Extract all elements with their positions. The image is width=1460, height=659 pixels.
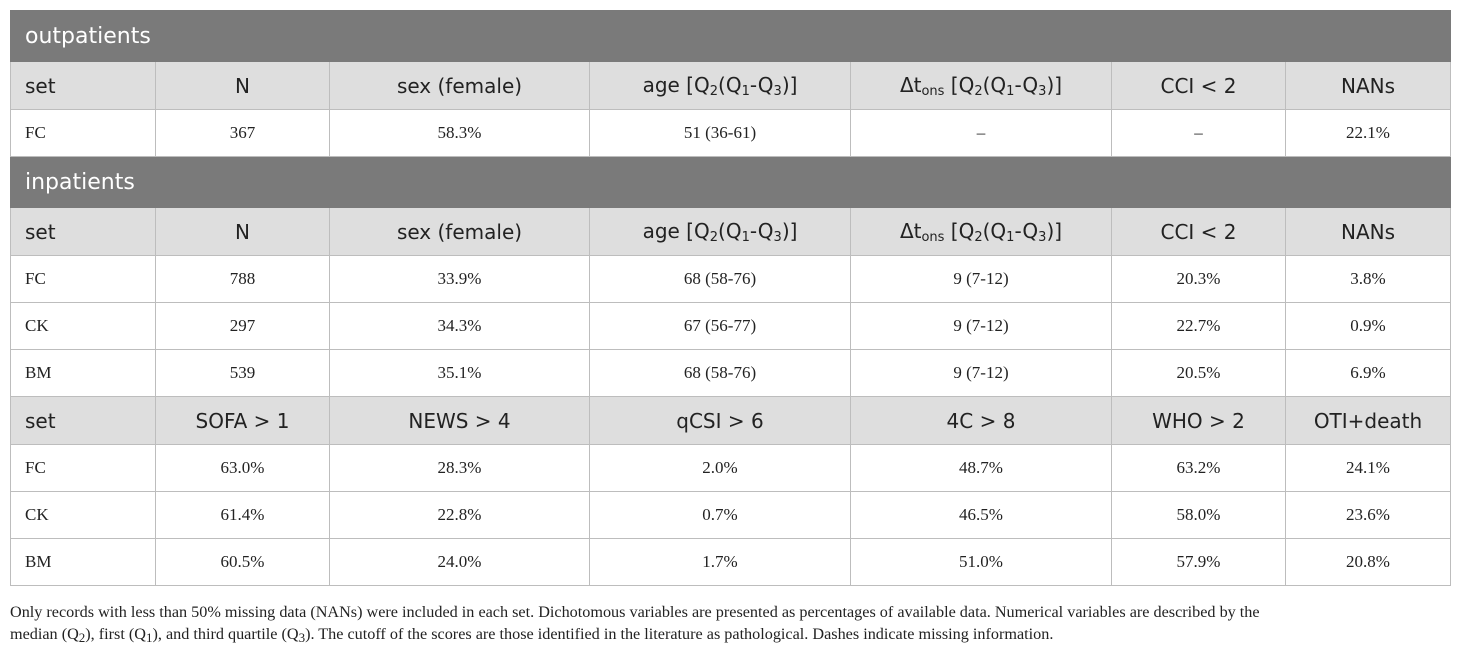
cell-nans: 22.1% [1284,109,1452,157]
cell-n: 788 [155,255,330,303]
header-oti-death: OTI+death [1284,396,1452,445]
cell-oti-death: 20.8% [1284,538,1452,586]
cell-news: 28.3% [329,444,590,492]
cell-set: BM [10,349,156,397]
header-set: set [10,61,156,110]
cell-4c: 46.5% [850,491,1112,539]
cell-cci: 20.5% [1111,349,1286,397]
cell-cci: 20.3% [1111,255,1286,303]
cell-n: 539 [155,349,330,397]
header-onset-time: Δtons [Q2(Q1-Q3)] [850,61,1112,110]
cell-onset-time: 9 (7-12) [850,302,1112,350]
table-row: BM 539 35.1% 68 (58-76) 9 (7-12) 20.5% 6… [10,349,1452,397]
cell-age: 68 (58-76) [589,349,851,397]
cell-onset-time: – [850,109,1112,157]
header-sex: sex (female) [329,61,590,110]
header-news: NEWS > 4 [329,396,590,445]
cell-4c: 51.0% [850,538,1112,586]
cell-sex: 35.1% [329,349,590,397]
footnote-line-1: Only records with less than 50% missing … [10,603,1260,621]
cell-age: 68 (58-76) [589,255,851,303]
cell-nans: 3.8% [1284,255,1452,303]
cell-sex: 58.3% [329,109,590,157]
cell-age: 67 (56-77) [589,302,851,350]
patient-characteristics-table: outpatients set N sex (female) age [Q2(Q… [9,10,1452,586]
header-nans: NANs [1284,207,1452,256]
cell-set: FC [10,255,156,303]
header-4c: 4C > 8 [850,396,1112,445]
cell-cci: – [1111,109,1286,157]
cell-news: 24.0% [329,538,590,586]
cell-qcsi: 1.7% [589,538,851,586]
header-who: WHO > 2 [1111,396,1286,445]
cell-sofa: 63.0% [155,444,330,492]
cell-set: FC [10,109,156,157]
table-row: FC 367 58.3% 51 (36-61) – – 22.1% [10,109,1452,157]
footnote-line-2: median (Q2), first (Q1), and third quart… [10,625,1054,645]
section-title: inpatients [9,156,1452,208]
header-age: age [Q2(Q1-Q3)] [589,61,851,110]
header-set: set [10,396,156,445]
table-row: CK 61.4% 22.8% 0.7% 46.5% 58.0% 23.6% [10,491,1452,539]
cell-qcsi: 0.7% [589,491,851,539]
header-onset-time: Δtons [Q2(Q1-Q3)] [850,207,1112,256]
cell-set: FC [10,444,156,492]
header-sex: sex (female) [329,207,590,256]
cell-n: 297 [155,302,330,350]
cell-cci: 22.7% [1111,302,1286,350]
header-n: N [155,61,330,110]
cell-sofa: 61.4% [155,491,330,539]
cell-qcsi: 2.0% [589,444,851,492]
cell-4c: 48.7% [850,444,1112,492]
header-cci: CCI < 2 [1111,207,1286,256]
cell-oti-death: 23.6% [1284,491,1452,539]
cell-set: BM [10,538,156,586]
table-footnote: Only records with less than 50% missing … [10,601,1450,649]
cell-nans: 0.9% [1284,302,1452,350]
cell-sofa: 60.5% [155,538,330,586]
cell-news: 22.8% [329,491,590,539]
section-title: outpatients [9,10,1452,62]
table-row: FC 63.0% 28.3% 2.0% 48.7% 63.2% 24.1% [10,444,1452,492]
header-set: set [10,207,156,256]
cell-who: 63.2% [1111,444,1286,492]
column-header-row: set N sex (female) age [Q2(Q1-Q3)] Δtons… [10,61,1452,110]
header-nans: NANs [1284,61,1452,110]
cell-nans: 6.9% [1284,349,1452,397]
cell-oti-death: 24.1% [1284,444,1452,492]
header-sofa: SOFA > 1 [155,396,330,445]
cell-n: 367 [155,109,330,157]
cell-set: CK [10,302,156,350]
cell-who: 58.0% [1111,491,1286,539]
score-header-row: set SOFA > 1 NEWS > 4 qCSI > 6 4C > 8 WH… [10,396,1452,445]
cell-age: 51 (36-61) [589,109,851,157]
header-n: N [155,207,330,256]
header-age: age [Q2(Q1-Q3)] [589,207,851,256]
section-header-outpatients: outpatients [9,10,1452,62]
table-row: CK 297 34.3% 67 (56-77) 9 (7-12) 22.7% 0… [10,302,1452,350]
table-row: BM 60.5% 24.0% 1.7% 51.0% 57.9% 20.8% [10,538,1452,586]
section-header-inpatients: inpatients [9,156,1452,208]
cell-onset-time: 9 (7-12) [850,255,1112,303]
table-row: FC 788 33.9% 68 (58-76) 9 (7-12) 20.3% 3… [10,255,1452,303]
cell-sex: 34.3% [329,302,590,350]
header-qcsi: qCSI > 6 [589,396,851,445]
cell-sex: 33.9% [329,255,590,303]
column-header-row: set N sex (female) age [Q2(Q1-Q3)] Δtons… [10,207,1452,256]
cell-onset-time: 9 (7-12) [850,349,1112,397]
cell-set: CK [10,491,156,539]
cell-who: 57.9% [1111,538,1286,586]
header-cci: CCI < 2 [1111,61,1286,110]
table-container: outpatients set N sex (female) age [Q2(Q… [9,10,1452,586]
